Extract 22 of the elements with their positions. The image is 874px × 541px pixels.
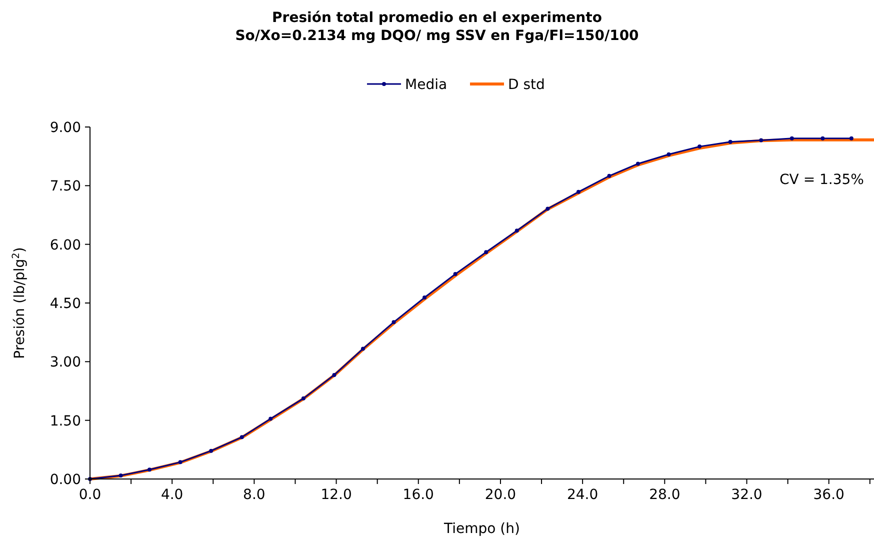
x-tick-label: 4.0 bbox=[160, 487, 184, 503]
x-tick-label: 24.0 bbox=[566, 487, 598, 503]
y-tick-label: 7.50 bbox=[50, 178, 81, 195]
y-tick-label: 0.00 bbox=[50, 472, 81, 488]
x-tick-label: 0.0 bbox=[78, 487, 102, 503]
y-tick-label: 1.50 bbox=[50, 413, 81, 430]
y-tick-label: 4.50 bbox=[50, 296, 81, 312]
y-tick-label: 6.00 bbox=[50, 237, 81, 254]
y-tick-label: 9.00 bbox=[50, 120, 81, 136]
x-tick-label: 12.0 bbox=[320, 487, 352, 503]
x-tick-label: 28.0 bbox=[649, 487, 680, 503]
legend-label: Media bbox=[405, 77, 448, 93]
chart-title: Presión total promedio en el experimento So/Xo=0.2134 mg DQO/ mg SSV en Fga/Fl=150/100 bbox=[235, 10, 640, 44]
x-axis-title: Tiempo (h) bbox=[443, 521, 520, 537]
x-tick-label: 20.0 bbox=[484, 487, 516, 503]
x-tick-label: 8.0 bbox=[243, 487, 266, 503]
x-tick-label: 32.0 bbox=[731, 487, 762, 503]
annotation: CV = 1.35% bbox=[780, 172, 864, 188]
legend-label: D std bbox=[508, 77, 545, 93]
x-tick-label: 36.0 bbox=[813, 487, 844, 503]
y-tick-label: 3.00 bbox=[50, 354, 81, 371]
x-tick-label: 16.0 bbox=[402, 487, 434, 503]
